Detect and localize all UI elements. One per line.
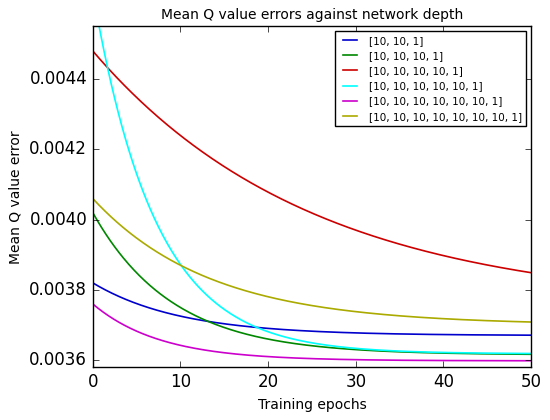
[10, 10, 10, 10, 10, 1] [449,350,455,355]
[10, 10, 10, 10, 10, 1] [350,346,357,351]
Legend: [10, 10, 1], [10, 10, 10, 1], [10, 10, 10, 10, 1], [10, 10, 10, 10, 10, 1], [10,: [10, 10, 1], [10, 10, 10, 1], [10, 10, 1… [336,32,526,126]
[10, 10, 1] [449,332,455,337]
[10, 10, 10, 10, 1] [350,227,357,232]
[10, 10, 10, 10, 10, 10, 10, 1] [300,302,307,307]
[10, 10, 10, 10, 10, 10, 1] [298,356,304,361]
[10, 10, 1] [90,280,96,285]
[10, 10, 10, 10, 10, 1] [327,343,333,348]
[10, 10, 10, 1] [300,342,307,347]
[10, 10, 10, 10, 10, 1] [518,351,524,356]
[10, 10, 10, 1] [298,342,304,347]
[10, 10, 10, 10, 10, 1] [300,339,307,344]
[10, 10, 10, 10, 10, 10, 10, 1] [298,301,304,306]
Y-axis label: Mean Q value error: Mean Q value error [8,130,23,263]
[10, 10, 10, 10, 10, 10, 10, 1] [528,320,535,325]
Title: Mean Q value errors against network depth: Mean Q value errors against network dept… [161,8,463,22]
[10, 10, 10, 10, 10, 10, 1] [350,357,357,362]
[10, 10, 10, 1] [518,352,524,357]
X-axis label: Training epochs: Training epochs [257,398,366,412]
[10, 10, 10, 10, 1] [518,268,524,273]
[10, 10, 10, 10, 1] [528,270,535,275]
[10, 10, 10, 10, 1] [298,206,304,211]
[10, 10, 1] [300,328,307,333]
[10, 10, 10, 1] [528,352,535,357]
Line: [10, 10, 10, 1]: [10, 10, 10, 1] [93,213,531,354]
[10, 10, 1] [528,333,535,338]
[10, 10, 1] [350,330,357,335]
Line: [10, 10, 10, 10, 10, 1]: [10, 10, 10, 10, 10, 1] [93,0,531,354]
[10, 10, 10, 10, 10, 10, 10, 1] [449,317,455,322]
[10, 10, 10, 1] [350,347,357,352]
[10, 10, 10, 10, 1] [300,207,307,212]
Line: [10, 10, 10, 10, 10, 10, 1]: [10, 10, 10, 10, 10, 10, 1] [93,304,531,361]
[10, 10, 10, 10, 10, 10, 10, 1] [518,319,524,324]
[10, 10, 1] [518,333,524,338]
[10, 10, 10, 10, 10, 10, 1] [300,356,307,361]
[10, 10, 10, 10, 10, 10, 1] [518,358,524,363]
Line: [10, 10, 1]: [10, 10, 1] [93,283,531,335]
[10, 10, 10, 1] [327,345,333,350]
[10, 10, 10, 10, 10, 10, 1] [449,358,455,363]
[10, 10, 10, 10, 1] [90,48,96,53]
Line: [10, 10, 10, 10, 1]: [10, 10, 10, 10, 1] [93,51,531,273]
[10, 10, 10, 10, 10, 10, 1] [528,358,535,363]
[10, 10, 10, 1] [90,210,96,215]
[10, 10, 10, 10, 10, 10, 10, 1] [90,196,96,201]
[10, 10, 10, 10, 10, 1] [528,351,535,356]
[10, 10, 10, 10, 1] [327,218,333,223]
[10, 10, 10, 10, 10, 10, 1] [90,302,96,307]
[10, 10, 10, 10, 10, 10, 10, 1] [327,306,333,311]
[10, 10, 10, 10, 10, 10, 1] [327,357,333,362]
[10, 10, 1] [298,328,304,333]
[10, 10, 10, 10, 10, 1] [298,338,304,343]
[10, 10, 1] [327,330,333,335]
[10, 10, 10, 10, 10, 10, 10, 1] [350,309,357,314]
[10, 10, 10, 10, 1] [449,255,455,260]
Line: [10, 10, 10, 10, 10, 10, 10, 1]: [10, 10, 10, 10, 10, 10, 10, 1] [93,199,531,322]
[10, 10, 10, 1] [449,351,455,356]
